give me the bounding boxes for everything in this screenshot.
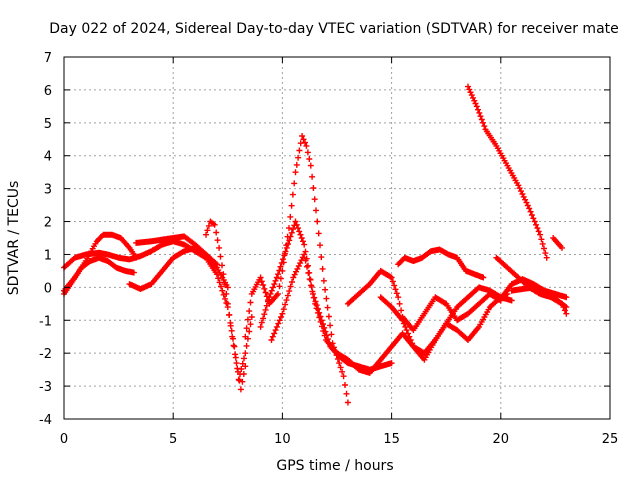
y-tick-label: 2 (44, 216, 52, 231)
series-track-l (395, 246, 487, 281)
plus-markers (344, 267, 504, 334)
y-tick-label: -2 (39, 347, 52, 362)
x-axis-label: GPS time / hours (276, 458, 393, 474)
plus-markers (203, 218, 249, 393)
series-track-f (203, 218, 249, 393)
plus-markers (550, 235, 565, 251)
y-tick-label: 1 (44, 248, 52, 263)
y-tick-label: 5 (44, 117, 52, 132)
y-tick-label: 4 (44, 150, 52, 165)
series-track-k (377, 290, 511, 363)
plot-border (63, 56, 611, 420)
plus-markers (486, 276, 570, 302)
x-tick-label: 25 (602, 432, 619, 447)
y-tick-label: -3 (39, 380, 52, 395)
y-tick-label: 0 (44, 281, 52, 296)
grid (64, 57, 610, 419)
x-tick-label: 5 (169, 432, 177, 447)
y-tick-label: 7 (44, 51, 52, 66)
y-tick-label: -1 (39, 314, 52, 329)
y-tick-label: -4 (39, 413, 52, 428)
x-tick-label: 10 (274, 432, 291, 447)
y-tick-label: 6 (44, 84, 52, 99)
axis-ticks: 0 5 10 15 20 25 -4 -3 -2 -1 0 1 2 3 4 5 6 7 (39, 51, 618, 447)
plus-markers (133, 233, 220, 268)
x-tick-label: 0 (60, 432, 68, 447)
plus-markers (395, 246, 487, 281)
y-tick-label: 3 (44, 183, 52, 198)
chart-title: Day 022 of 2024, Sidereal Day-to-day VTE… (49, 21, 619, 37)
series-track-q (486, 276, 570, 302)
series-track-n (550, 235, 565, 251)
plus-markers (465, 83, 550, 261)
plus-markers (377, 290, 511, 363)
series-track-e (133, 233, 220, 268)
y-axis-label: SDTVAR / TECUs (6, 181, 22, 296)
x-tick-label: 20 (493, 432, 510, 447)
x-tick-label: 15 (383, 432, 400, 447)
series-track-j (344, 267, 504, 334)
series-track-m (465, 83, 550, 261)
